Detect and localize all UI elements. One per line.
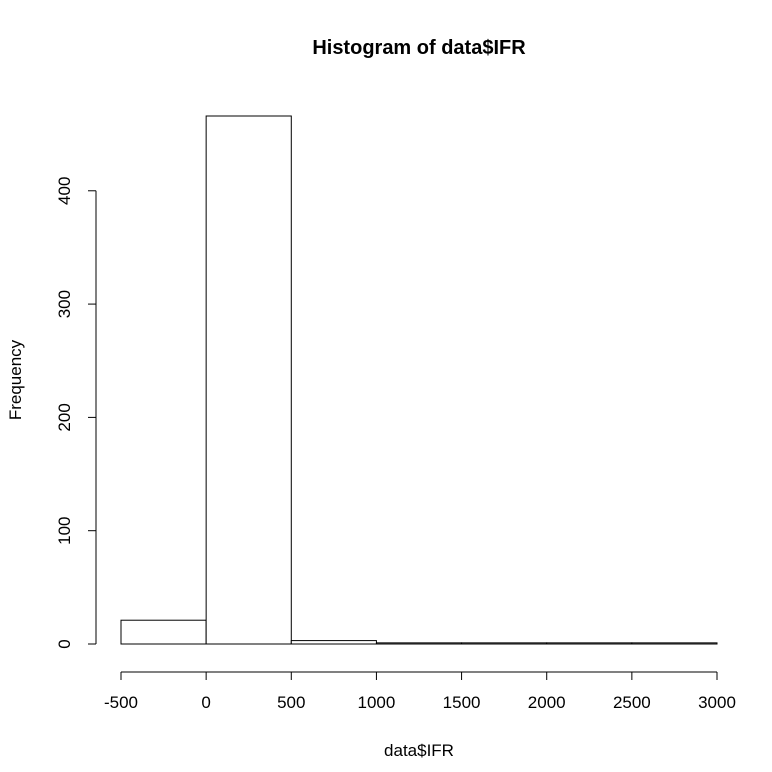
x-axis: -500 0 500 1000 1500 2000 2500 3000	[104, 671, 736, 712]
y-tick-label: 300	[55, 290, 74, 318]
y-tick-label: 100	[55, 517, 74, 545]
x-tick-label: 0	[201, 693, 210, 712]
y-tick-label: 400	[55, 177, 74, 205]
bars-group	[120, 115, 718, 645]
x-tick-label: 1000	[358, 693, 396, 712]
histogram-bar	[546, 642, 633, 645]
x-tick-label: 500	[277, 693, 305, 712]
x-tick-label: -500	[104, 693, 138, 712]
x-tick-label: 3000	[698, 693, 736, 712]
x-tick-label: 1500	[443, 693, 481, 712]
histogram-bar	[461, 642, 548, 645]
y-axis-label: Frequency	[6, 339, 25, 420]
histogram-bar	[205, 115, 292, 645]
histogram-bar	[631, 642, 718, 645]
y-tick-label: 0	[55, 639, 74, 648]
x-tick-label: 2000	[528, 693, 566, 712]
histogram-bar	[375, 642, 463, 645]
histogram-bar	[120, 619, 207, 645]
y-tick-label: 200	[55, 403, 74, 431]
y-axis: 0 100 200 300 400	[55, 177, 97, 649]
histogram-bar	[290, 640, 377, 645]
x-tick-label: 2500	[613, 693, 651, 712]
x-axis-label: data$IFR	[384, 741, 454, 760]
chart-title: Histogram of data$IFR	[312, 37, 526, 59]
